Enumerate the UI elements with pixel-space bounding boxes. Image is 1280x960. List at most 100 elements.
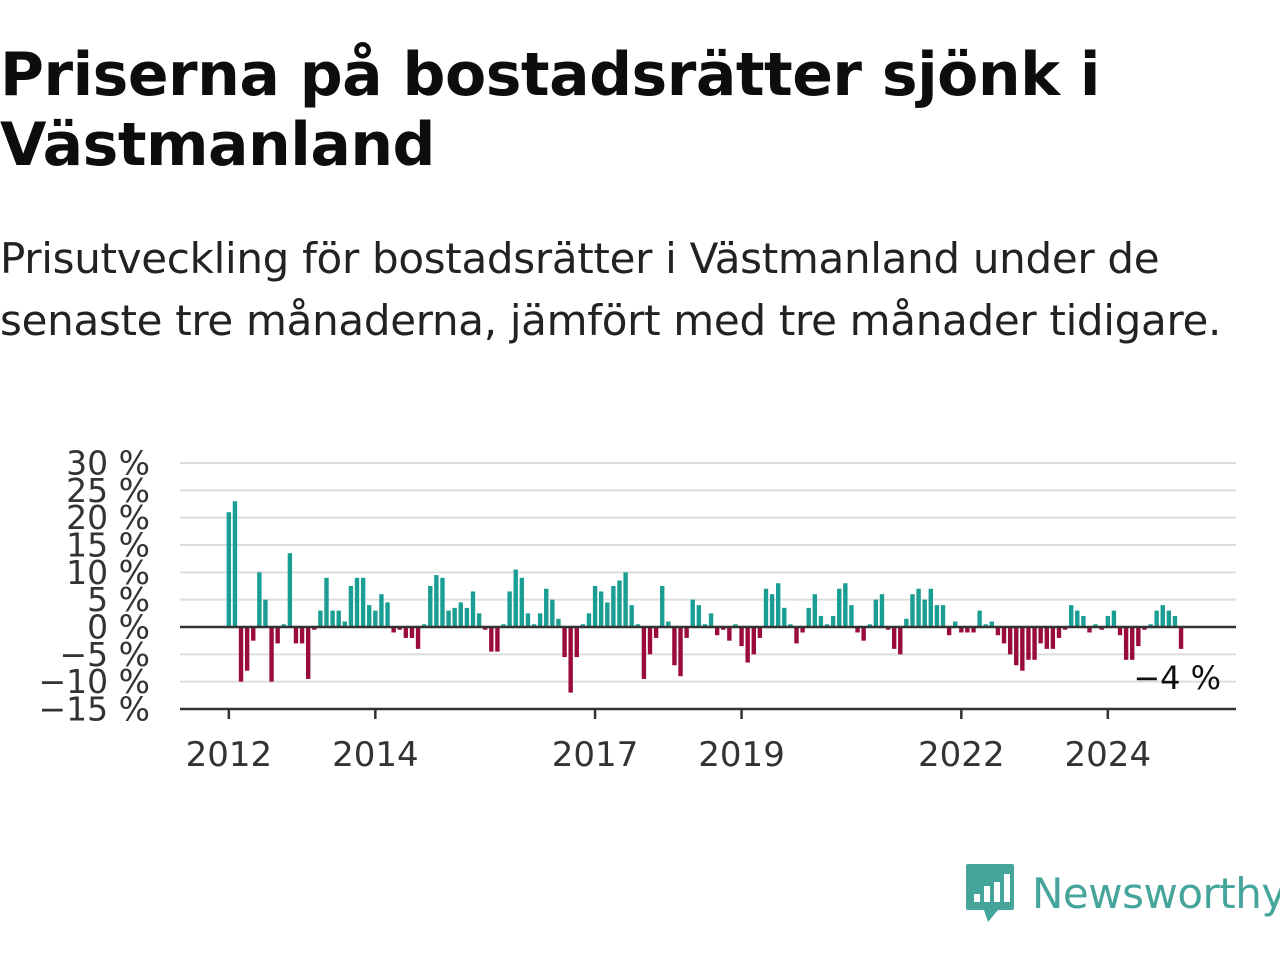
bar — [611, 586, 616, 627]
bar — [1142, 627, 1147, 630]
bar — [1081, 616, 1086, 627]
bar — [916, 588, 921, 627]
y-tick-label: 10 % — [66, 553, 150, 592]
bar — [1062, 627, 1068, 630]
x-tick-label: 2012 — [186, 735, 273, 775]
bar — [959, 627, 964, 633]
bar — [983, 624, 988, 627]
bar — [415, 627, 421, 649]
bar — [849, 605, 854, 627]
chart-subtitle: Prisutveckling för bostadsrätter i Västm… — [0, 234, 1222, 345]
bar — [489, 627, 494, 652]
bar — [660, 586, 665, 627]
bar — [653, 627, 659, 638]
bar — [1111, 610, 1117, 627]
bar — [904, 618, 909, 627]
bar — [342, 621, 347, 627]
bar — [818, 616, 824, 627]
bar — [788, 624, 793, 627]
bar — [1093, 624, 1098, 627]
bar — [837, 588, 842, 627]
bar — [794, 627, 799, 644]
bar — [1130, 627, 1135, 660]
bar — [373, 610, 378, 627]
bar — [446, 610, 451, 627]
bar — [1105, 616, 1111, 627]
bar — [1136, 627, 1141, 647]
bar — [1044, 627, 1049, 649]
bar — [1172, 616, 1178, 627]
newsworthy-logo-text: Newsworthy — [1032, 869, 1280, 918]
bar — [977, 610, 982, 627]
bar — [953, 621, 958, 627]
bar — [965, 627, 970, 633]
bar — [360, 577, 366, 627]
bar — [397, 627, 402, 630]
newsworthy-logo: Newsworthy — [964, 862, 1280, 926]
y-tick-label: 5 % — [87, 580, 150, 619]
bar — [434, 575, 439, 627]
bar — [1166, 610, 1172, 627]
bar — [556, 618, 561, 627]
bar — [574, 627, 579, 658]
bar — [244, 627, 250, 671]
bar — [580, 624, 586, 627]
bar — [873, 599, 879, 627]
bar — [324, 577, 329, 627]
bar — [232, 501, 238, 627]
x-tick-label: 2024 — [1065, 735, 1152, 775]
bar — [867, 624, 872, 627]
bar — [257, 572, 262, 627]
bar — [745, 627, 750, 663]
bar — [348, 586, 354, 627]
bar — [385, 602, 390, 627]
bar — [336, 610, 341, 627]
bar — [299, 627, 305, 644]
bar — [525, 613, 531, 627]
bar — [782, 607, 787, 627]
y-tick-label: 15 % — [66, 526, 150, 565]
bar — [428, 586, 433, 627]
bar — [287, 553, 293, 627]
newsworthy-logo-icon — [966, 864, 1014, 922]
gridlines — [180, 462, 1236, 710]
bar — [1160, 605, 1165, 627]
bar — [891, 627, 897, 649]
bar — [519, 577, 525, 627]
bar — [544, 588, 549, 627]
bar — [1020, 627, 1025, 671]
chart-title: Priserna på bostadsrätter sjönk i Västma… — [0, 40, 1100, 180]
bar — [757, 627, 763, 638]
bar — [971, 627, 976, 633]
y-tick-label: 25 % — [66, 471, 150, 510]
bar — [226, 512, 232, 627]
bar — [1087, 627, 1092, 633]
bar — [812, 594, 818, 627]
bar — [275, 627, 280, 644]
y-tick-label: 20 % — [66, 498, 150, 537]
bar — [403, 627, 409, 638]
bar — [1050, 627, 1056, 649]
bar — [739, 627, 744, 647]
bar — [776, 583, 781, 627]
bar — [263, 599, 268, 627]
bar — [238, 627, 244, 682]
bar — [928, 588, 933, 627]
bar — [1075, 610, 1080, 627]
bar — [1099, 627, 1104, 630]
bar — [251, 627, 256, 641]
y-tick-label: −10 % — [39, 662, 151, 701]
bar — [647, 627, 653, 655]
bar-series — [226, 501, 1184, 693]
bar — [550, 599, 555, 627]
bar — [769, 594, 775, 627]
bar — [1014, 627, 1019, 666]
bar — [934, 605, 940, 627]
bar — [946, 627, 952, 636]
bar-chart: 30 %25 %20 %15 %10 %5 %0 %−5 %−10 %−15 %… — [39, 444, 1236, 775]
bar — [458, 602, 463, 627]
bar — [281, 624, 286, 627]
bar — [1038, 627, 1043, 644]
bar — [641, 627, 647, 679]
axes — [180, 625, 1236, 719]
